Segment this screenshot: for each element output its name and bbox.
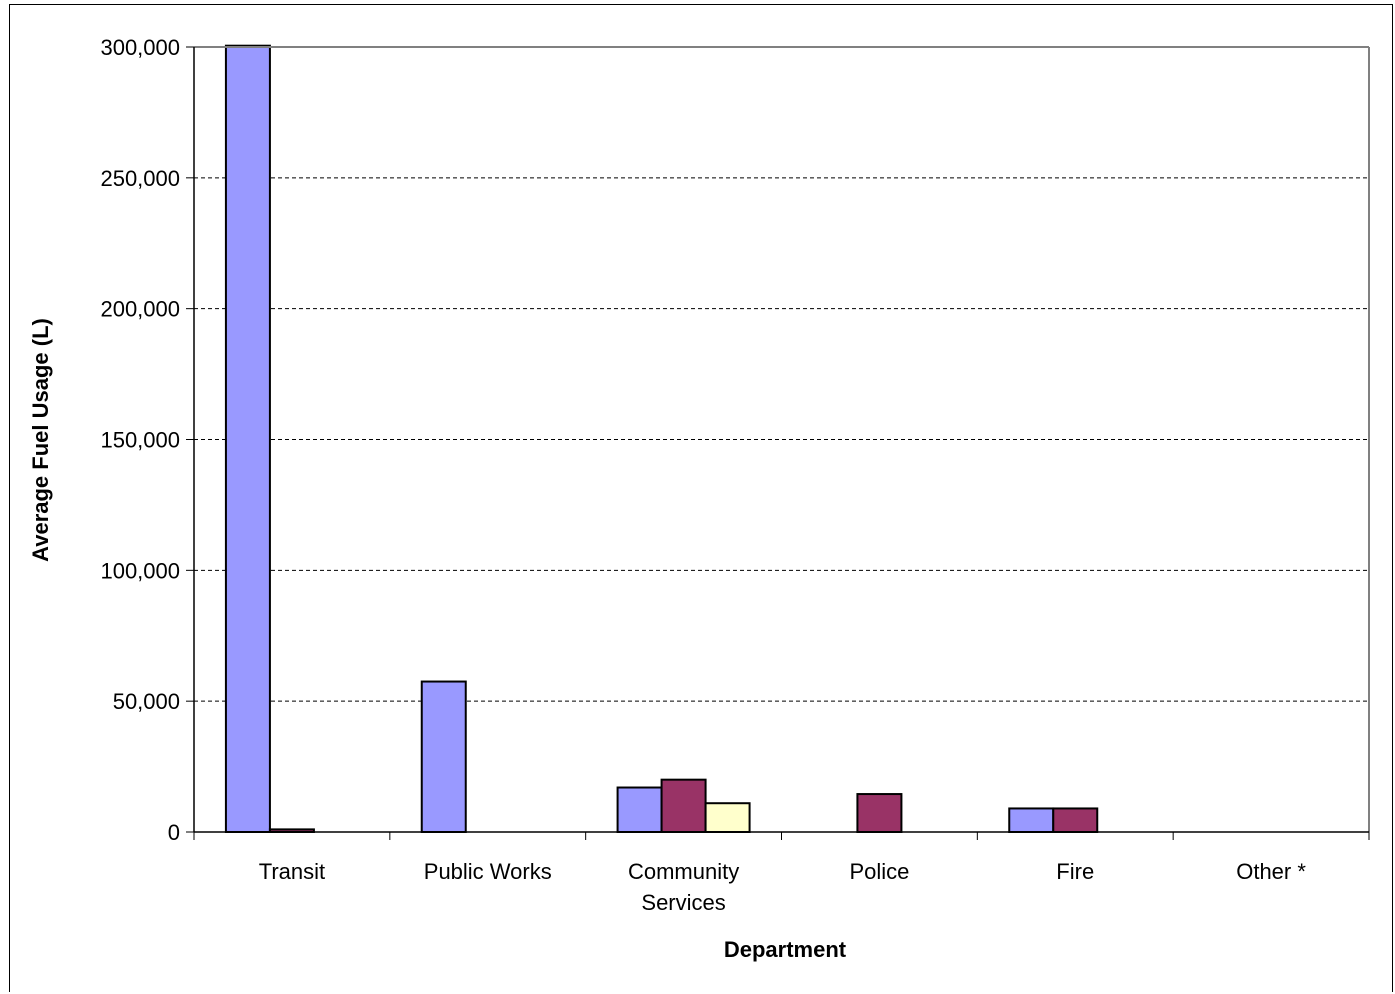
y-tick-label: 200,000	[100, 297, 180, 322]
bar	[660, 778, 707, 834]
bar	[704, 802, 751, 834]
y-tick-label: 300,000	[100, 35, 180, 60]
bar	[1052, 807, 1099, 834]
bar	[224, 44, 271, 834]
category-label: Police	[849, 859, 909, 884]
category-labels: Transit Public Works Community Services Poli…	[259, 859, 1307, 915]
category-label: Fire	[1056, 859, 1094, 884]
bar	[616, 786, 663, 833]
y-tick-label: 150,000	[100, 428, 180, 453]
category-label: Transit	[259, 859, 325, 884]
y-axis-ticks: 0 50,000 100,000 150,000 200,000 250,000 300,0…	[100, 35, 194, 845]
category-label: Public Works	[424, 859, 552, 884]
category-label: Services	[641, 890, 725, 915]
y-tick-label: 100,000	[100, 558, 180, 583]
y-tick-label: 50,000	[113, 689, 180, 714]
y-axis-title: Average Fuel Usage (L)	[28, 318, 53, 562]
bar	[420, 680, 467, 834]
category-label: Community	[628, 859, 739, 884]
y-tick-label: 0	[168, 820, 180, 845]
x-axis-ticks	[193, 832, 1370, 840]
x-axis-title: Department	[724, 937, 847, 962]
bar	[1008, 807, 1055, 834]
y-tick-label: 250,000	[100, 166, 180, 191]
bar	[856, 793, 903, 834]
bars	[224, 44, 1099, 834]
category-label: Other *	[1236, 859, 1306, 884]
y-grid-lines	[194, 46, 1369, 702]
